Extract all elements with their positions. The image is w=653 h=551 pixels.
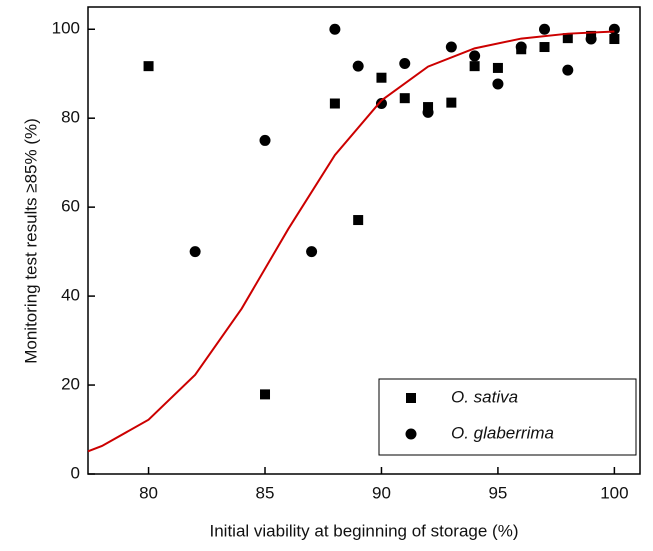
- data-point: [329, 98, 340, 109]
- legend: O. sativa O. glaberrima: [378, 378, 637, 456]
- legend-marker: [405, 428, 417, 440]
- data-point: [492, 78, 504, 90]
- data-point: [376, 72, 387, 83]
- data-point: [260, 389, 271, 400]
- data-point: [143, 61, 154, 72]
- x-tick-label: 90: [372, 483, 391, 502]
- x-tick-label: 100: [600, 483, 628, 502]
- x-axis-label: Initial viability at beginning of storag…: [210, 521, 519, 540]
- data-point: [585, 33, 597, 45]
- data-point: [399, 57, 411, 69]
- y-tick-label: 40: [61, 286, 80, 305]
- data-point: [445, 41, 457, 53]
- data-point: [469, 50, 481, 62]
- data-point: [446, 97, 457, 108]
- x-tick-label: 80: [139, 483, 158, 502]
- y-tick-label: 100: [52, 19, 80, 38]
- plot-frame: [87, 6, 641, 475]
- plot-area: [87, 23, 620, 453]
- data-point: [469, 61, 480, 72]
- fit-curve: [87, 30, 615, 453]
- data-point: [306, 246, 318, 258]
- x-tick-label: 95: [488, 483, 507, 502]
- data-point: [399, 93, 410, 104]
- data-point: [259, 134, 271, 146]
- data-point: [329, 23, 341, 35]
- x-tick-label: 85: [256, 483, 275, 502]
- data-point: [539, 42, 550, 53]
- data-point: [539, 23, 551, 35]
- data-point: [609, 34, 620, 45]
- data-point: [189, 246, 201, 258]
- data-point: [352, 60, 364, 72]
- y-tick-label: 80: [61, 108, 80, 127]
- data-point: [562, 33, 573, 44]
- data-point: [562, 64, 574, 76]
- data-point: [353, 215, 364, 226]
- data-point: [515, 41, 527, 53]
- y-tick-label: 20: [61, 375, 80, 394]
- legend-label: O. glaberrima: [451, 423, 554, 442]
- legend-box: [378, 378, 637, 456]
- legend-marker: [406, 393, 416, 403]
- y-tick-label: 60: [61, 197, 80, 216]
- data-point: [422, 106, 434, 118]
- legend-label: O. sativa: [451, 387, 518, 406]
- data-point: [492, 62, 503, 73]
- data-point: [375, 98, 387, 110]
- data-point: [608, 23, 620, 35]
- y-axis-label: Monitoring test results ≥85% (%): [21, 118, 40, 364]
- y-tick-label: 0: [71, 463, 80, 482]
